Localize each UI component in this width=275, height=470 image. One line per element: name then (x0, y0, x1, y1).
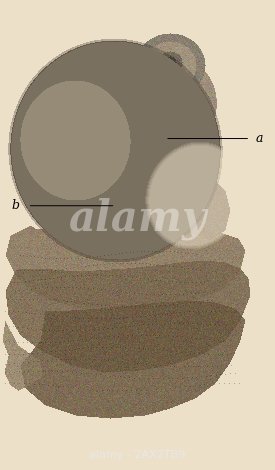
Text: a: a (256, 132, 263, 145)
Text: alamy - 2AX2TB9: alamy - 2AX2TB9 (89, 450, 186, 461)
Text: b: b (11, 199, 19, 212)
Text: alamy: alamy (68, 197, 207, 240)
